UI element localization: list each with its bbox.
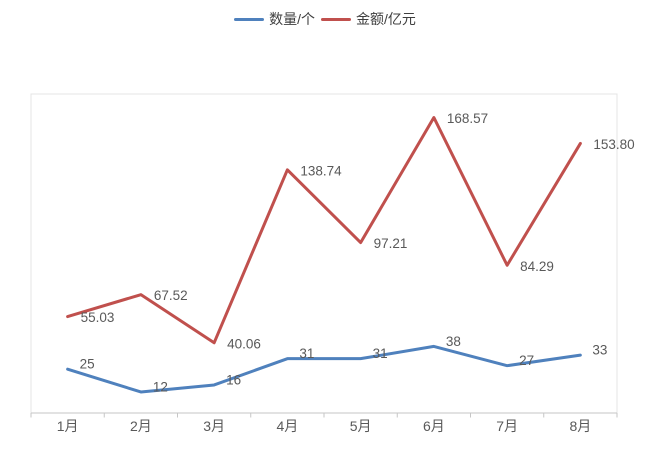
legend-item-amount[interactable]: 金额/亿元 (321, 11, 416, 27)
x-axis-label: 8月 (569, 418, 591, 434)
data-label-quantity: 27 (519, 353, 534, 368)
data-label-quantity: 12 (153, 379, 168, 394)
chart-legend: 数量/个 金额/亿元 (0, 9, 650, 29)
data-label-amount: 84.29 (520, 259, 554, 274)
series-line-quantity (66, 344, 582, 394)
data-label-quantity: 31 (373, 346, 388, 361)
x-axis-label: 5月 (350, 418, 372, 434)
x-axis-label: 1月 (57, 418, 79, 434)
data-label-quantity: 33 (592, 343, 607, 358)
data-label-amount: 168.57 (447, 111, 488, 126)
legend-label-amount: 金额/亿元 (356, 11, 416, 27)
legend-label-quantity: 数量/个 (269, 11, 315, 27)
legend-line-swatch-quantity (234, 17, 265, 21)
data-label-quantity: 38 (446, 334, 461, 349)
data-label-amount: 55.03 (81, 310, 115, 325)
data-label-amount: 138.74 (300, 163, 342, 178)
legend-item-quantity[interactable]: 数量/个 (234, 11, 315, 27)
data-label-amount: 67.52 (154, 288, 188, 303)
x-axis-label: 7月 (496, 418, 518, 434)
x-axis-label: 4月 (276, 418, 298, 434)
data-label-amount: 40.06 (227, 336, 261, 351)
x-axis-label: 3月 (203, 418, 225, 434)
data-label-amount: 97.21 (374, 236, 408, 251)
x-axis-label: 6月 (423, 418, 445, 434)
data-label-quantity: 16 (226, 372, 241, 387)
x-axis-label: 2月 (130, 418, 152, 434)
data-label-quantity: 31 (299, 346, 314, 361)
series-line-amount (66, 116, 582, 345)
data-label-amount: 153.80 (593, 137, 634, 152)
data-label-quantity: 25 (80, 357, 95, 372)
legend-line-swatch-amount (321, 17, 351, 21)
